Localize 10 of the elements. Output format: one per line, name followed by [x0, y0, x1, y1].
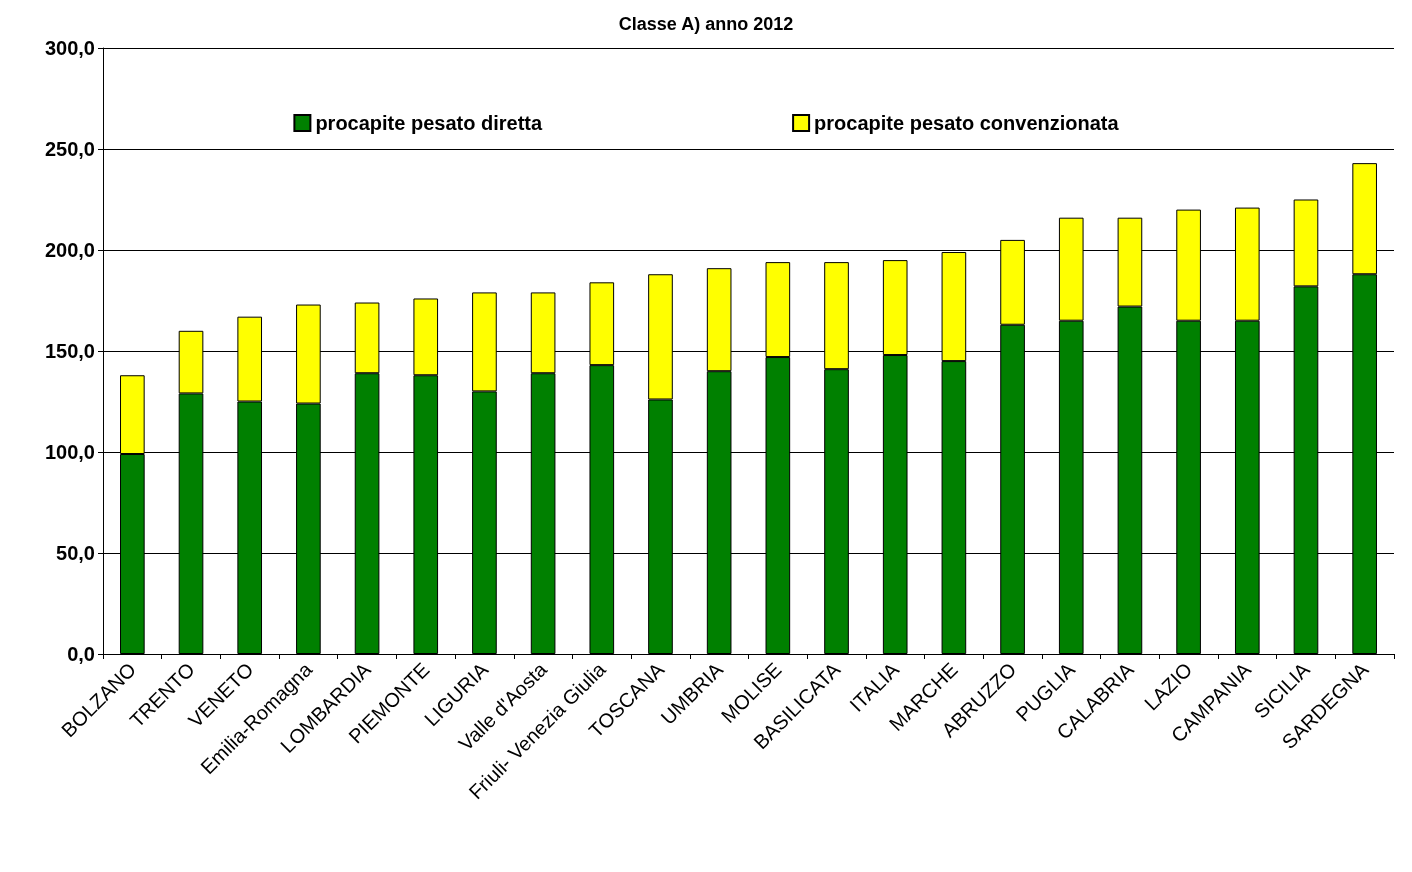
y-tick-label: 200,0 — [44, 239, 95, 261]
y-tick-label: 250,0 — [44, 138, 95, 160]
y-tick-label: 50,0 — [56, 542, 95, 564]
y-tick-label: 300,0 — [44, 37, 95, 59]
y-tick-label: 100,0 — [44, 441, 95, 463]
legend-label: procapite pesato diretta — [315, 112, 543, 134]
legend-label: procapite pesato convenzionata — [814, 112, 1120, 134]
chart-title: Classe A) anno 2012 — [618, 14, 794, 34]
y-tick-label: 0,0 — [67, 643, 95, 665]
y-tick-label: 150,0 — [44, 340, 95, 362]
